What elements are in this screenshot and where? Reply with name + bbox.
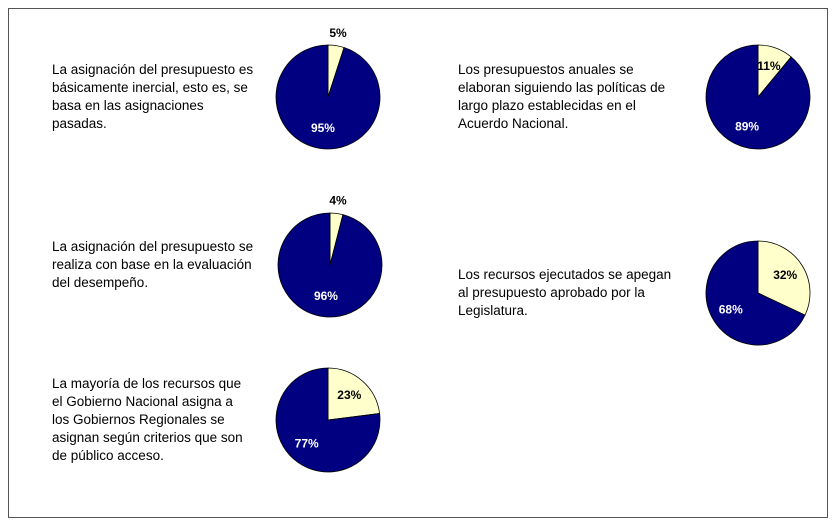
statement: Los recursos ejecutados se apegan al pre… [458,267,672,318]
statement: La asignación del presupuesto se realiza… [52,239,254,290]
slice-label: 23% [337,388,361,402]
statement: La mayoría de los recursos que el Gobier… [52,376,243,463]
slice-label: 5% [329,26,347,40]
frame [8,8,828,518]
slice-label: 11% [757,59,781,73]
slice-label: 95% [311,121,335,135]
pie-slice [277,212,383,318]
slice-label: 4% [329,194,347,208]
slice-label: 68% [719,302,743,316]
statement: Los presupuestos anuales se elaboran sig… [458,62,666,131]
pie-slice [705,240,806,346]
pie-slice [327,367,381,421]
pie-slice [275,44,381,150]
slice-label: 96% [314,289,338,303]
slice-label: 89% [735,120,759,134]
pie-slice [275,367,381,473]
slice-label: 77% [295,436,319,450]
pie-slice [705,44,811,150]
statement: La asignación del presupuesto es básicam… [52,62,254,131]
slice-label: 32% [773,268,797,282]
pie-slice [757,240,811,316]
